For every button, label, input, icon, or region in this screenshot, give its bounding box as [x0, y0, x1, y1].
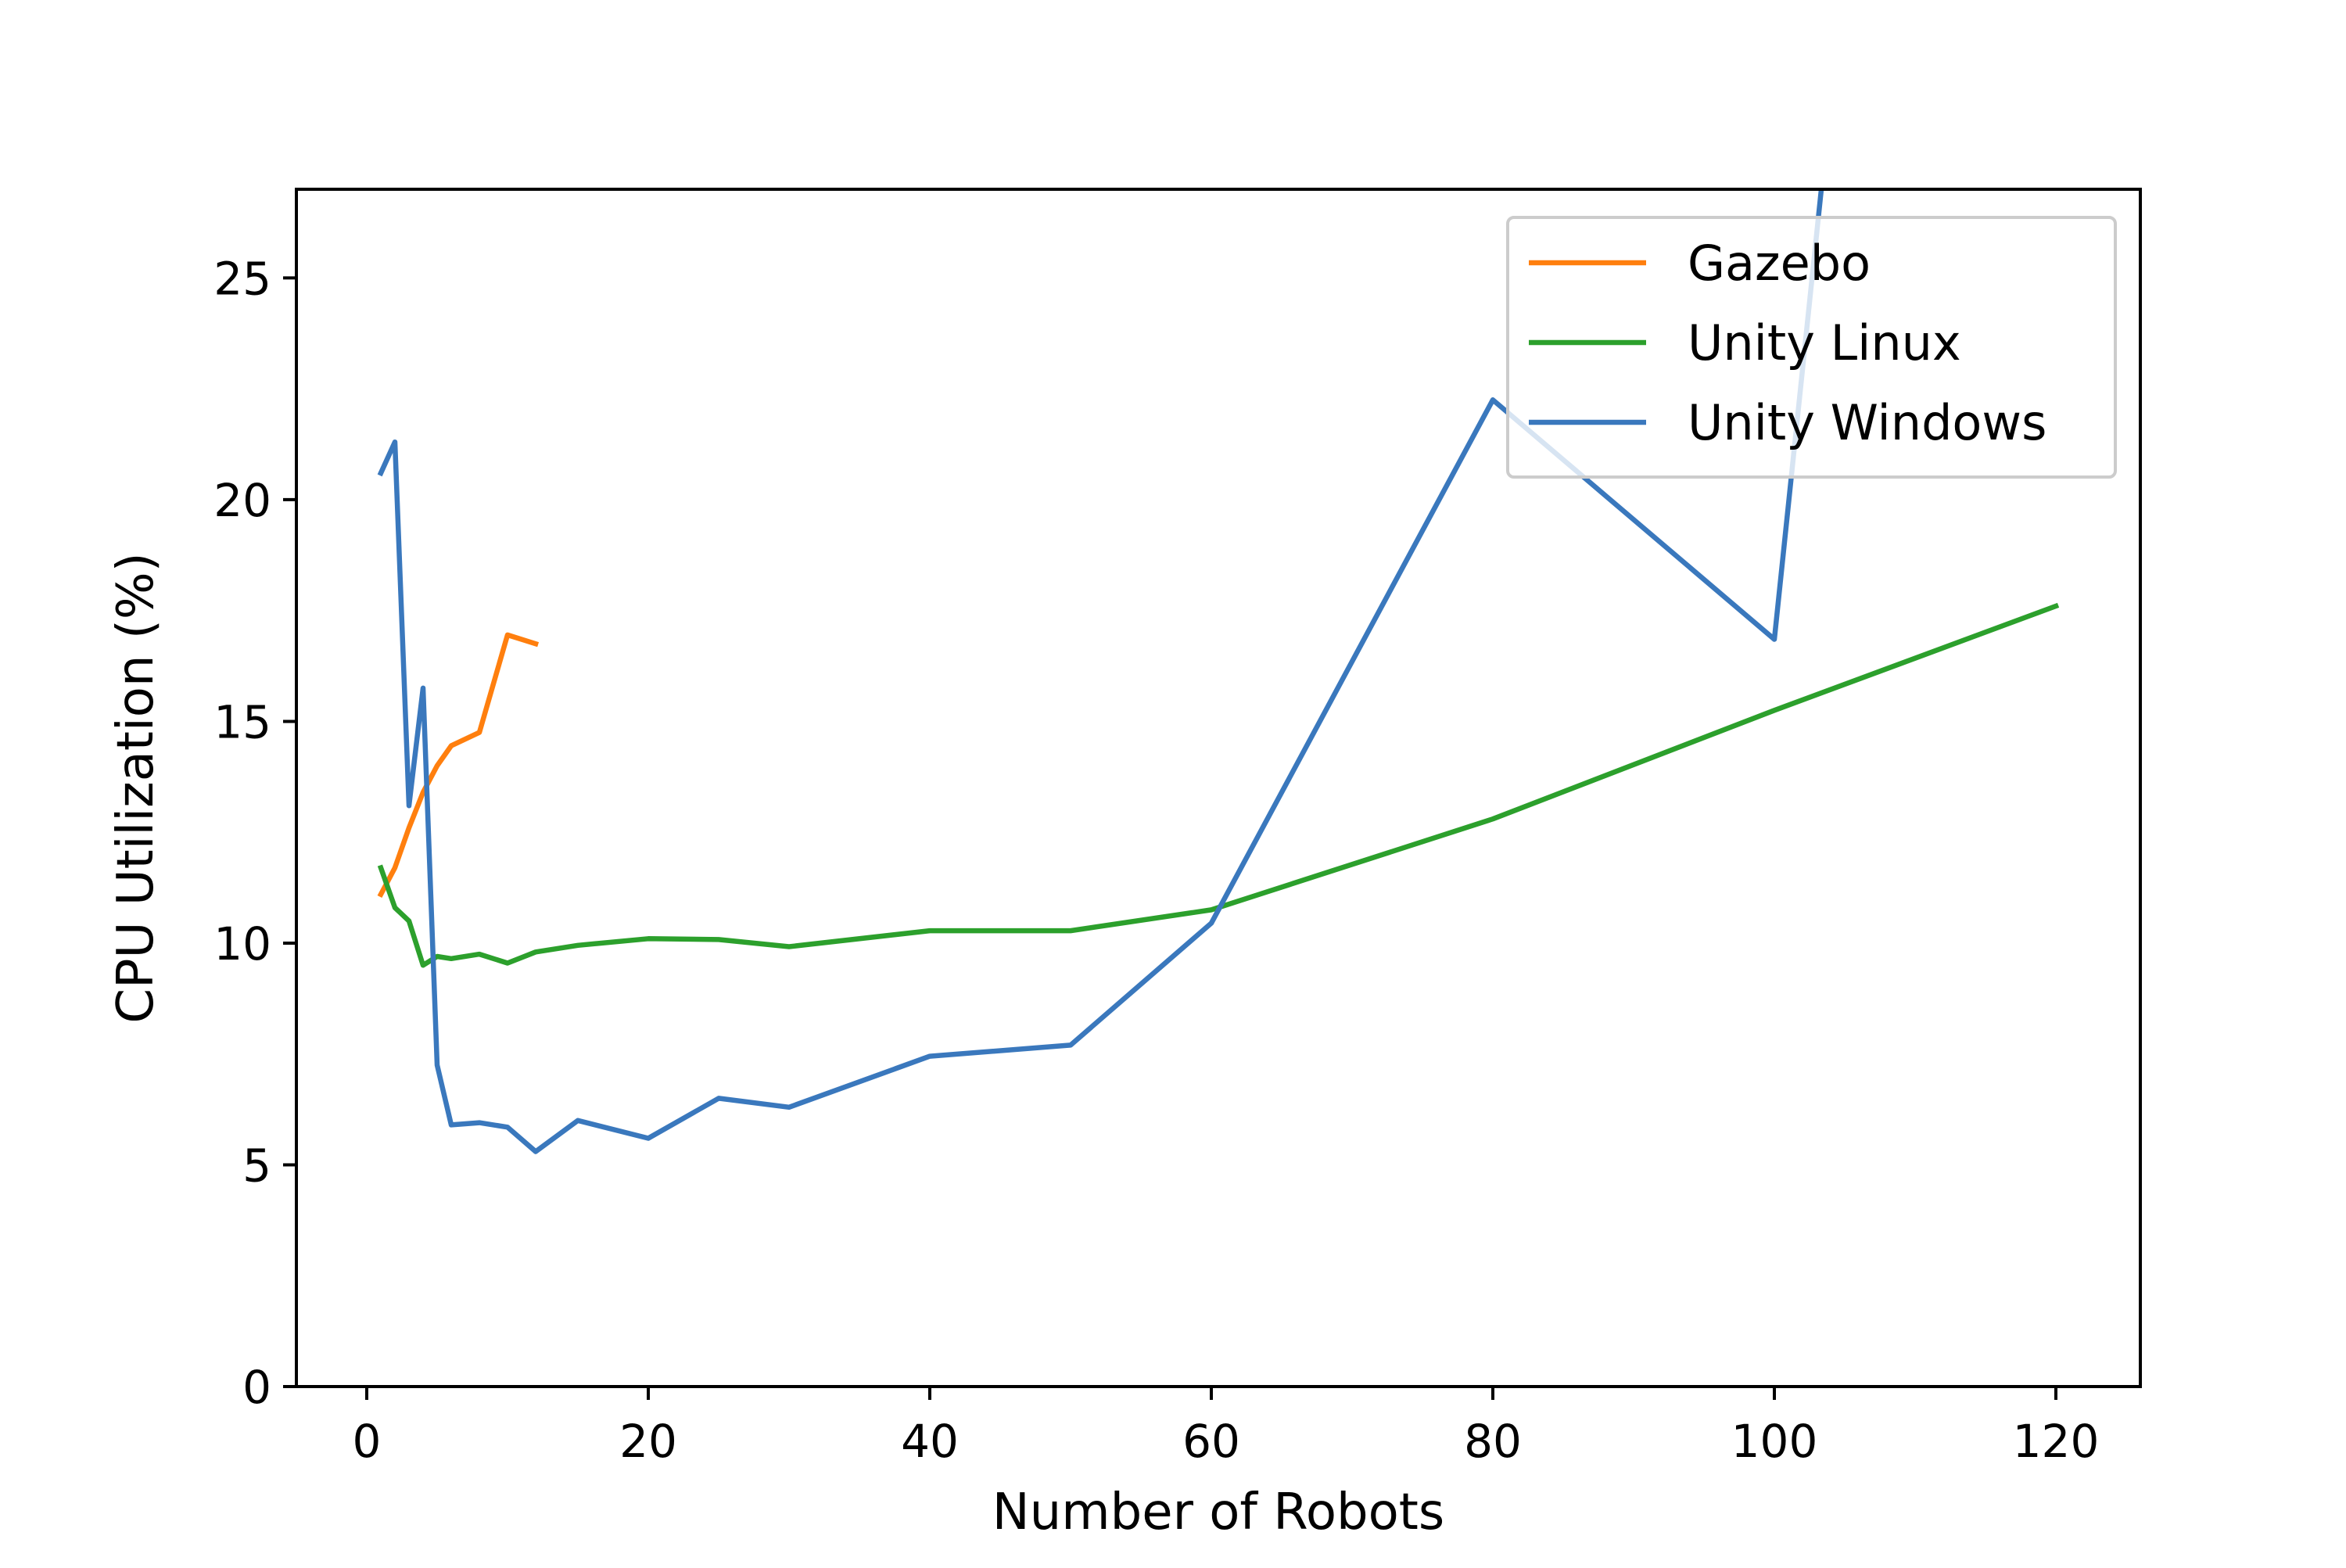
- legend-label: Unity Linux: [1688, 314, 1961, 371]
- x-tick-label: 80: [1464, 1415, 1522, 1468]
- legend-label: Unity Windows: [1688, 394, 2046, 451]
- legend: Gazebo Unity Linux Unity Windows: [1506, 216, 2117, 479]
- x-tick-label: 120: [2013, 1415, 2100, 1468]
- y-tick-label: 20: [213, 474, 271, 527]
- legend-label: Gazebo: [1688, 235, 1871, 292]
- x-axis-label: Number of Robots: [992, 1484, 1444, 1541]
- y-tick-label: 5: [242, 1139, 271, 1192]
- plot-lines: [377, 189, 2060, 1154]
- plot-frame: [295, 188, 2142, 1388]
- y-tick-label: 10: [213, 917, 271, 971]
- y-axis: 0 5 10 15 20 25: [213, 252, 296, 1414]
- series-line-unity-linux: [377, 602, 2060, 968]
- series-line-gazebo: [377, 632, 540, 898]
- x-tick-label: 0: [353, 1415, 382, 1468]
- y-tick-label: 0: [242, 1361, 271, 1414]
- x-tick-label: 60: [1182, 1415, 1240, 1468]
- x-tick-label: 100: [1731, 1415, 1818, 1468]
- y-tick-label: 25: [213, 252, 271, 305]
- legend-box: [1506, 216, 2117, 479]
- y-axis-label: CPU Utilization (%): [107, 552, 165, 1023]
- x-tick-label: 20: [619, 1415, 677, 1468]
- x-tick-label: 40: [901, 1415, 959, 1468]
- y-tick-label: 15: [213, 695, 271, 748]
- x-axis: 0 20 40 60 80 100 120: [353, 1387, 2100, 1468]
- series-line-unity-windows: [377, 189, 1824, 1154]
